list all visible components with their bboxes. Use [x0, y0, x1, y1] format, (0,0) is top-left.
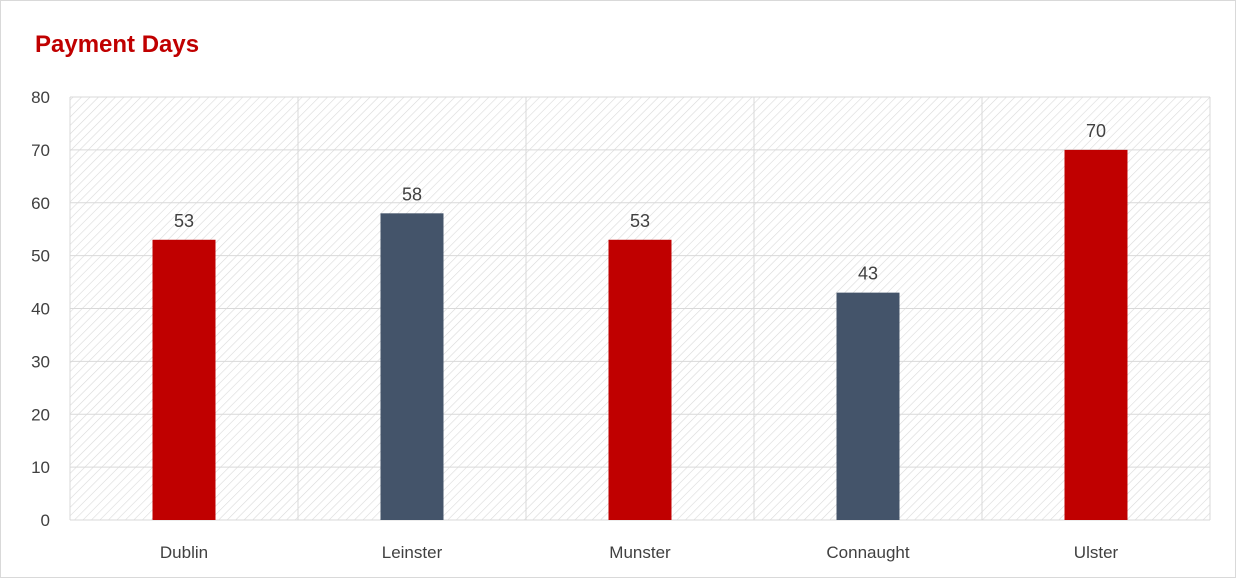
bars: [152, 149, 1128, 520]
y-tick-label: 80: [31, 88, 50, 107]
x-tick-label: Ulster: [1074, 543, 1119, 562]
y-tick-label: 10: [31, 458, 50, 477]
bar-leinster: [380, 213, 444, 520]
x-tick-label: Munster: [609, 543, 671, 562]
data-label: 53: [174, 211, 194, 231]
bar-munster: [608, 239, 672, 520]
bar-dublin: [152, 239, 216, 520]
y-tick-label: 0: [41, 511, 50, 530]
bar-ulster: [1064, 149, 1128, 520]
x-tick-label: Leinster: [382, 543, 443, 562]
y-tick-label: 60: [31, 194, 50, 213]
y-tick-label: 50: [31, 247, 50, 266]
y-tick-label: 70: [31, 141, 50, 160]
y-tick-label: 20: [31, 405, 50, 424]
chart-title: Payment Days: [35, 31, 200, 58]
labels: 0 10 20 30 40 50 60 70 80 53 Dublin 58 Leinster 53 Mun…: [31, 88, 1118, 562]
data-label: 43: [858, 264, 878, 284]
y-tick-label: 40: [31, 300, 50, 319]
y-tick-label: 30: [31, 352, 50, 371]
x-tick-label: Dublin: [160, 543, 208, 562]
data-label: 53: [630, 211, 650, 231]
x-tick-label: Connaught: [826, 543, 909, 562]
data-label: 70: [1086, 121, 1106, 141]
data-label: 58: [402, 184, 422, 204]
bar-connaught: [836, 292, 900, 520]
